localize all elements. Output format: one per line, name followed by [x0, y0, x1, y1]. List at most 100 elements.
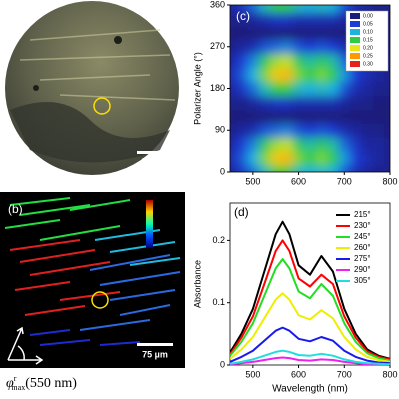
heatmap-cell: [281, 67, 294, 83]
heatmap-cell: [270, 5, 282, 13]
heatmap-cell: [292, 39, 305, 55]
heatmap-cell: [270, 25, 282, 41]
axis-icon: [7, 326, 44, 365]
y-tick-label: 360: [210, 0, 225, 9]
legend-swatch: [350, 53, 360, 59]
x-tick-label: 700: [337, 369, 352, 379]
heatmap-cell: [258, 67, 271, 83]
heatmap-cell: [384, 81, 390, 96]
heatmap-cell: [270, 95, 282, 110]
legend-label: 230°: [354, 221, 371, 230]
heatmap-cell: [338, 151, 351, 166]
scale-bar: [137, 151, 173, 154]
heatmap-cell: [258, 5, 271, 13]
heatmap-cell: [247, 67, 260, 83]
y-tick-label: 180: [210, 83, 225, 93]
heatmap-cell: [230, 123, 237, 138]
plot-frame: [229, 202, 391, 366]
heatmap-cell: [315, 137, 328, 152]
heatmap-cell: [304, 95, 317, 110]
heatmap-cell: [292, 123, 305, 138]
panel-label: (c): [236, 9, 250, 23]
heatmap-cell: [258, 123, 271, 138]
heatmap-cell: [372, 67, 385, 83]
heatmap-cell: [235, 151, 248, 166]
x-tick-label: 700: [337, 176, 352, 186]
heatmap-cell: [304, 53, 317, 69]
heatmap-cell: [292, 53, 305, 69]
formula-sub: max: [11, 383, 25, 392]
x-tick-label: 500: [245, 176, 260, 186]
heatmap-cell: [281, 137, 294, 152]
heatmap-cell: [235, 95, 248, 110]
heatmap-cell: [327, 5, 340, 13]
heatmap-cell: [247, 53, 260, 69]
heatmap-cell: [270, 11, 282, 27]
heatmap-cell: [270, 151, 282, 166]
heatmap-cell: [230, 25, 237, 41]
series-line: [230, 258, 390, 362]
heatmap-cell: [372, 123, 385, 138]
heatmap-cell: [292, 5, 305, 13]
scale-bar: [137, 343, 173, 346]
heatmap-cell: [315, 165, 328, 172]
heatmap-cell: [281, 25, 294, 41]
heatmap-cell: [247, 11, 260, 27]
heatmap-cell: [230, 137, 237, 152]
heatmap-cell: [384, 109, 390, 124]
scale-bar-label: 75 µm: [142, 156, 168, 166]
legend-swatch: [350, 61, 360, 67]
heatmap-cell: [230, 95, 237, 110]
heatmap-cell: [372, 5, 385, 13]
heatmap-cell: [361, 81, 374, 96]
heatmap-cell: [304, 81, 317, 96]
heatmap-cell: [338, 53, 351, 69]
panel-d: 500 600 700 800 0 0.1 0.2 Absorbance Wavelength …: [192, 202, 398, 395]
heatmap-cell: [230, 81, 237, 96]
heatmap-cell: [361, 67, 374, 83]
heatmap-cell: [315, 25, 328, 41]
heatmap-cell: [304, 123, 317, 138]
heatmap-cell: [304, 11, 317, 27]
heatmap-cell: [281, 81, 294, 96]
series-line: [230, 326, 390, 365]
heatmap-cell: [361, 165, 374, 172]
plot-frame: [229, 4, 391, 173]
heatmap-cell: [361, 123, 374, 138]
heatmap-cell: [292, 25, 305, 41]
heatmap-cell: [327, 95, 340, 110]
colorbar: [146, 200, 153, 248]
legend-label: 0.00: [363, 13, 373, 19]
heatmap-cell: [281, 151, 294, 166]
heatmap-cell: [338, 11, 351, 27]
heatmap-cell: [327, 25, 340, 41]
heatmap-cell: [247, 81, 260, 96]
dark-region: [10, 102, 170, 163]
heatmap-cell: [372, 81, 385, 96]
heatmap-cell: [281, 11, 294, 27]
heatmap-cell: [372, 151, 385, 166]
heatmap-cell: [258, 53, 271, 69]
heatmap-cell: [230, 5, 237, 13]
heatmap-cell: [247, 165, 260, 172]
heatmap-cell: [270, 137, 282, 152]
series-line: [230, 220, 390, 360]
heatmap-cell: [315, 81, 328, 96]
x-tick-label: 600: [291, 369, 306, 379]
heatmap-cell: [338, 109, 351, 124]
heatmap-cell: [327, 67, 340, 83]
legend-label: 0.30: [363, 61, 373, 67]
panel-b: (b) 75 µm φr max(550 nm): [0, 192, 185, 392]
heatmap-cell: [292, 67, 305, 83]
heatmap-cell: [315, 109, 328, 124]
heatmap-cell: [235, 67, 248, 83]
heatmap-cell: [247, 151, 260, 166]
heatmap-cell: [270, 81, 282, 96]
heatmap-cell: [327, 81, 340, 96]
heatmap-cell: [350, 137, 362, 152]
y-tick-label: 0.1: [212, 297, 225, 307]
heatmap-cell: [338, 137, 351, 152]
heatmap-cell: [281, 5, 294, 13]
series-line: [230, 349, 390, 365]
heatmap-cell: [327, 53, 340, 69]
